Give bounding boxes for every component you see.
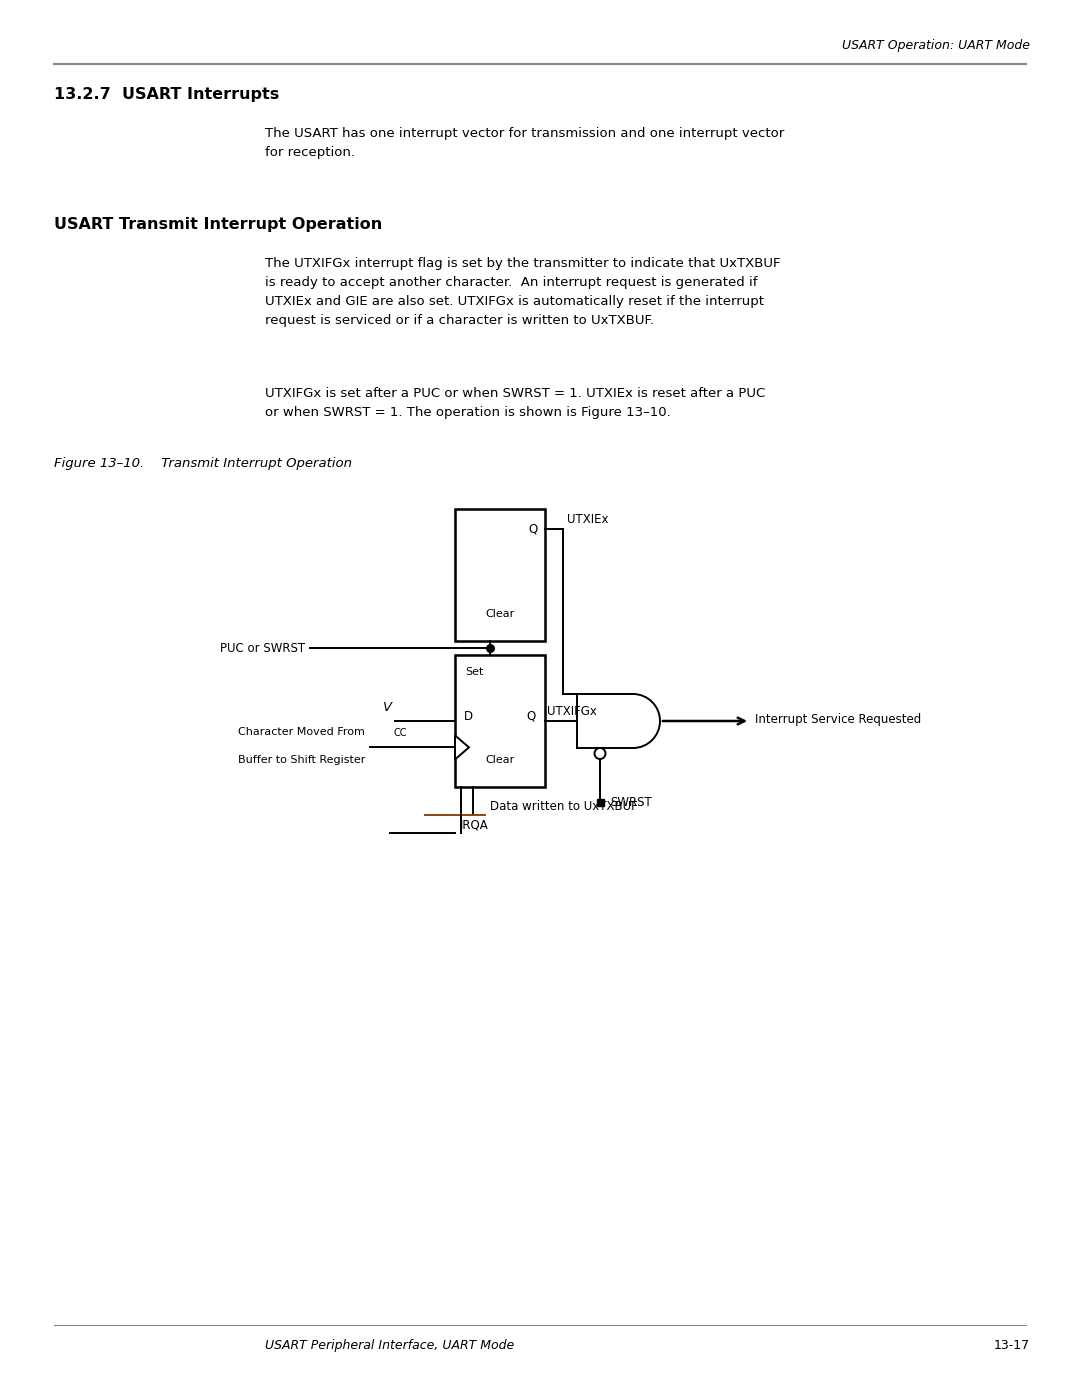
Text: Figure 13–10.    Transmit Interrupt Operation: Figure 13–10. Transmit Interrupt Operati… — [54, 457, 352, 469]
Text: Character Moved From: Character Moved From — [238, 728, 365, 738]
Text: UTXIFGx is set after a PUC or when SWRST = 1. UTXIEx is reset after a PUC
or whe: UTXIFGx is set after a PUC or when SWRST… — [265, 387, 766, 419]
Text: Set: Set — [465, 666, 484, 678]
Bar — [455, 655, 545, 787]
Text: V: V — [383, 701, 392, 714]
Text: The USART has one interrupt vector for transmission and one interrupt vector
for: The USART has one interrupt vector for t… — [265, 127, 784, 159]
Bar — [455, 509, 545, 641]
Text: Clear: Clear — [485, 754, 515, 766]
Polygon shape — [455, 735, 469, 760]
Text: CC: CC — [394, 728, 407, 738]
Text: PUC or SWRST: PUC or SWRST — [220, 641, 305, 655]
Text: Data written to UxTXBUF: Data written to UxTXBUF — [490, 800, 638, 813]
Text: Q: Q — [527, 710, 536, 722]
Text: USART Peripheral Interface, UART Mode: USART Peripheral Interface, UART Mode — [265, 1338, 514, 1352]
Bar — [596, 799, 604, 806]
Text: SWRST: SWRST — [610, 796, 651, 809]
Text: 13-17: 13-17 — [994, 1338, 1030, 1352]
Text: Interrupt Service Requested: Interrupt Service Requested — [755, 712, 921, 725]
Text: UTXIFGx: UTXIFGx — [546, 705, 597, 718]
Text: USART Transmit Interrupt Operation: USART Transmit Interrupt Operation — [54, 217, 382, 232]
Text: D: D — [464, 710, 473, 722]
Text: UTXIEx: UTXIEx — [567, 513, 608, 527]
Text: Q: Q — [529, 522, 538, 536]
Text: 13.2.7  USART Interrupts: 13.2.7 USART Interrupts — [54, 87, 280, 102]
Circle shape — [594, 747, 606, 759]
Text: IRQA: IRQA — [460, 819, 489, 831]
Text: Clear: Clear — [485, 609, 515, 619]
PathPatch shape — [577, 694, 660, 747]
Text: USART Operation: UART Mode: USART Operation: UART Mode — [842, 39, 1030, 52]
Text: The UTXIFGx interrupt flag is set by the transmitter to indicate that UxTXBUF
is: The UTXIFGx interrupt flag is set by the… — [265, 257, 781, 327]
Text: Buffer to Shift Register: Buffer to Shift Register — [238, 756, 365, 766]
